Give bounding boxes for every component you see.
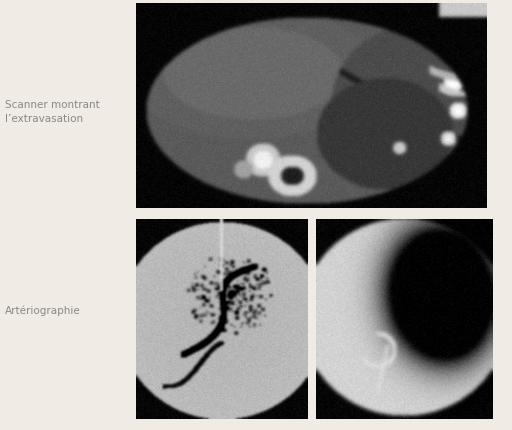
Text: Artériographie: Artériographie — [5, 304, 81, 315]
Text: Scanner montrant
l’extravasation: Scanner montrant l’extravasation — [5, 100, 100, 123]
